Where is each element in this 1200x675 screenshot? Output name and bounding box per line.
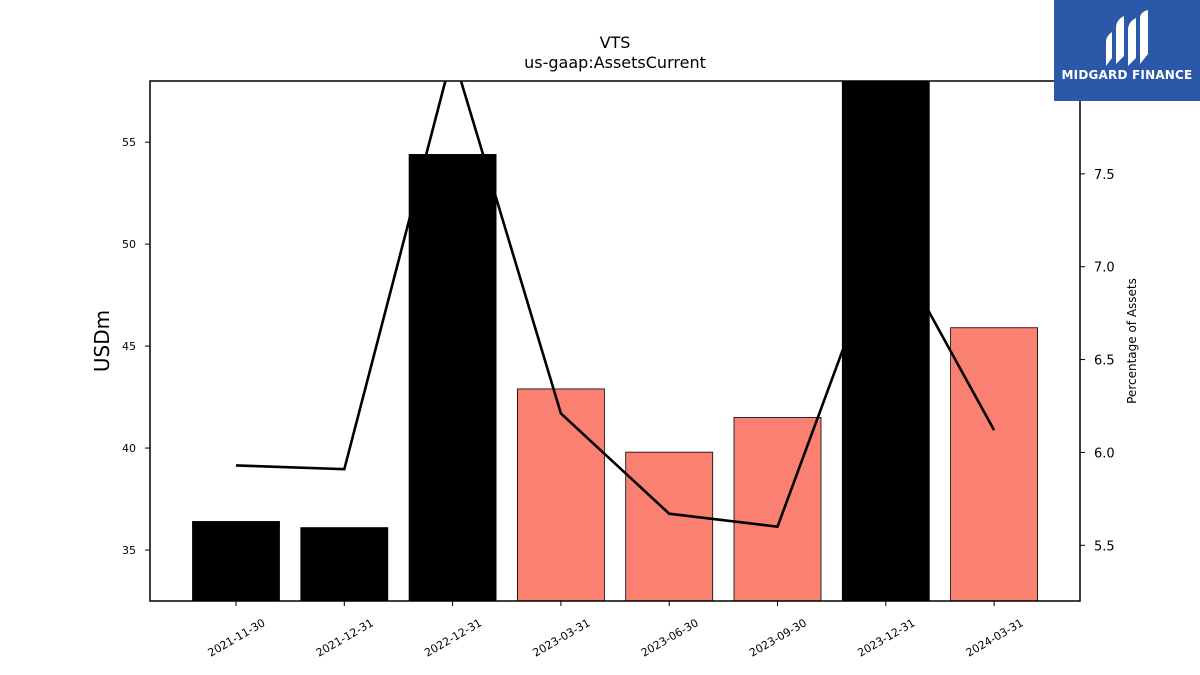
bar-2024-03-31 [950,327,1038,601]
y2-tick-label: 6.5 [1094,354,1115,369]
y2-axis-label: Percentage of Assets [1125,278,1139,404]
logo-text: MIDGARD FINANCE [1061,68,1193,82]
y-tick-label: 55 [122,136,136,149]
bar-2022-12-31 [408,154,497,601]
x-tick-label: 2023-06-30 [639,616,701,659]
y2-tick-label: 5.5 [1094,539,1115,554]
y-axis-label: USDm [90,310,114,372]
y-tick-label: 50 [122,238,136,251]
y2-tick-label: 7.0 [1094,261,1115,276]
logo-mark-icon [1106,10,1148,66]
x-tick-label: 2023-03-31 [531,616,593,659]
y-tick-label: 45 [122,340,136,353]
brand-logo: MIDGARD FINANCE [1054,0,1200,101]
bar-2023-06-30 [625,451,714,601]
x-tick-label: 2024-03-31 [964,616,1026,659]
bar-2021-11-30 [192,521,280,601]
x-tick-label: 2022-12-31 [422,616,484,659]
y-tick-label: 40 [122,442,136,455]
plot-frame [149,80,1081,602]
bar-2023-12-31 [841,81,930,601]
y2-tick-label: 7.5 [1094,168,1115,183]
x-tick-label: 2021-12-31 [314,616,376,659]
x-tick-label: 2023-12-31 [855,616,917,659]
y-tick-label: 35 [122,544,136,557]
y2-tick-label: 6.0 [1094,446,1115,461]
x-tick-label: 2023-09-30 [747,616,809,659]
percentage-line [235,81,996,529]
bar-2021-12-31 [300,527,389,601]
x-tick-label: 2021-11-30 [206,616,268,659]
bar-2023-03-31 [517,388,605,601]
chart-subtitle: us-gaap:AssetsCurrent [524,53,706,72]
chart-title: VTS [600,33,631,52]
